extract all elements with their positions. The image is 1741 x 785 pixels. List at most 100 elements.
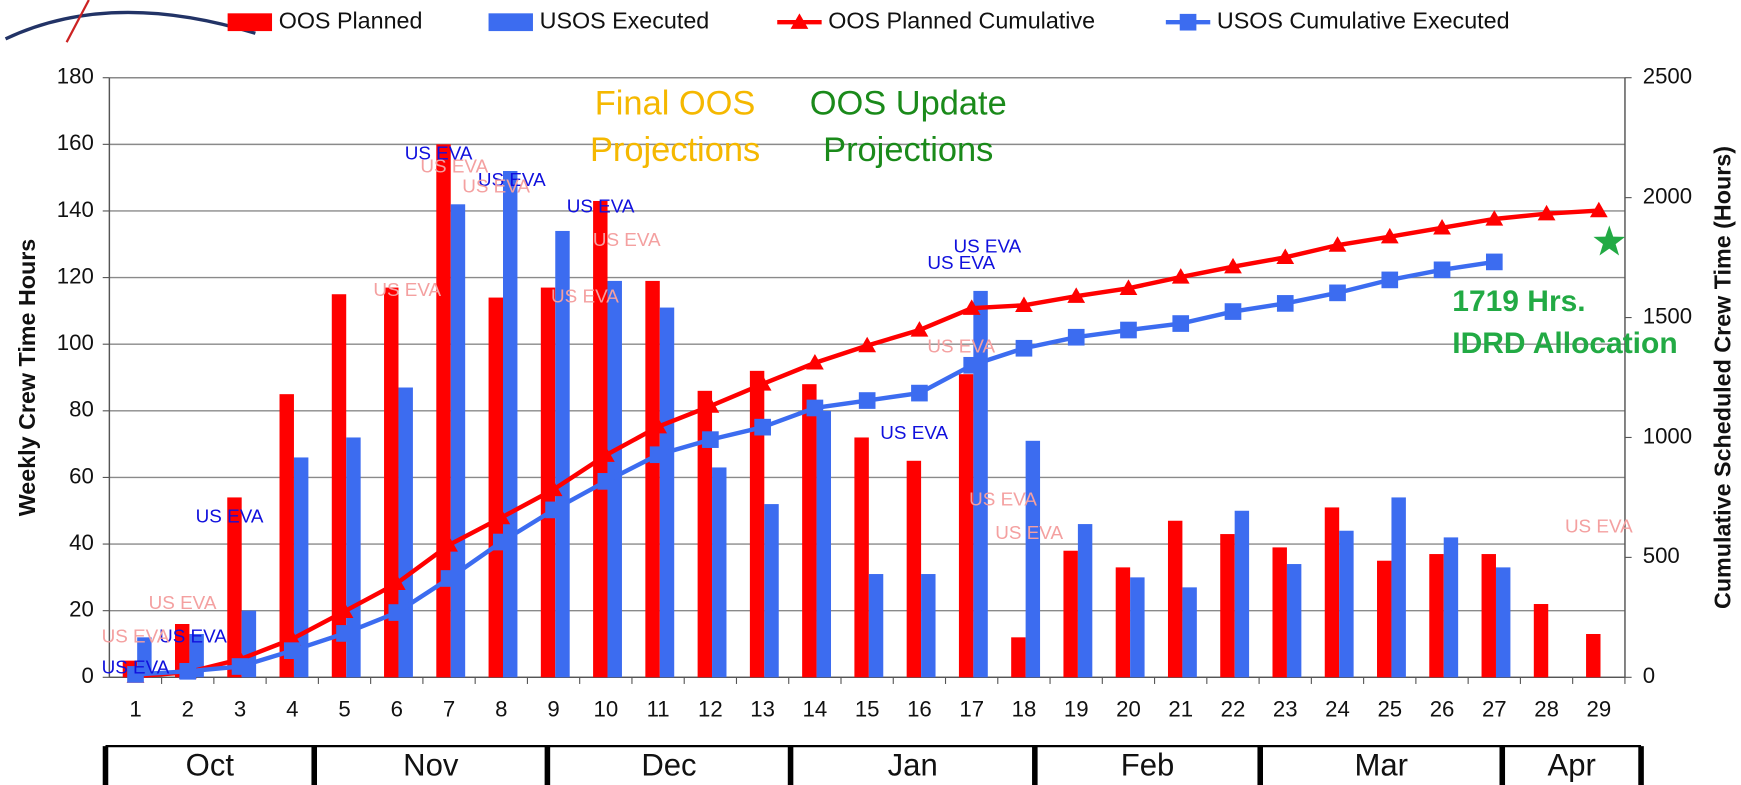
marker: [1224, 257, 1242, 274]
marker: [649, 446, 667, 464]
eva-label: US EVA: [953, 236, 1021, 257]
eva-label: US EVA: [567, 196, 635, 217]
bar: [488, 297, 504, 678]
bar: [958, 374, 974, 678]
marker: [440, 536, 458, 552]
marker: [440, 570, 458, 587]
bar: [450, 204, 466, 678]
marker: [1120, 321, 1137, 339]
eva-label: US EVA: [373, 279, 441, 300]
x-tick-label: 14: [803, 696, 828, 721]
x-tick-label: 2: [182, 696, 194, 721]
bar: [1130, 577, 1145, 678]
y-tick-label: 100: [57, 330, 94, 355]
bar: [436, 144, 451, 678]
bar: [802, 384, 817, 678]
bar: [1167, 520, 1183, 678]
bar: [868, 574, 884, 678]
x-tick-label: 6: [391, 696, 403, 721]
logo-stroke: [65, 0, 90, 43]
x-tick-label: 9: [547, 696, 559, 721]
x-tick-label: 25: [1377, 696, 1402, 721]
bar: [227, 497, 242, 678]
marker: [493, 533, 510, 551]
note: IDRD Allocation: [1452, 327, 1677, 360]
eva-label: US EVA: [196, 505, 264, 526]
eva-label: US EVA: [462, 176, 530, 197]
month-label: Mar: [1354, 747, 1408, 782]
x-tick-label: 5: [338, 696, 350, 721]
bar: [1272, 547, 1287, 678]
bar: [1011, 637, 1026, 678]
eva-label: US EVA: [551, 286, 619, 307]
x-tick-label: 18: [1012, 696, 1037, 721]
marker: [492, 508, 511, 525]
eva-label: US EVA: [405, 142, 473, 163]
marker: [1224, 303, 1242, 320]
marker: [963, 356, 981, 374]
bar: [593, 200, 608, 678]
month-label: Nov: [403, 747, 459, 782]
bar: [1495, 567, 1511, 678]
marker: [544, 480, 563, 497]
marker: [1119, 279, 1138, 295]
eva-label: US EVA: [880, 422, 948, 443]
y-tick-label: 160: [57, 130, 94, 155]
legend-label: USOS Executed: [540, 7, 710, 33]
marker: [858, 336, 877, 353]
star-marker: [1593, 225, 1626, 256]
bar: [1339, 530, 1354, 678]
y2-tick-label: 0: [1643, 663, 1655, 688]
bar: [1077, 524, 1093, 678]
bar: [1377, 560, 1392, 678]
x-tick-label: 10: [594, 696, 619, 721]
note: OOS Update: [810, 85, 1007, 123]
month-label: Dec: [641, 747, 696, 782]
month-label: Oct: [186, 747, 235, 782]
x-tick-label: 12: [698, 696, 723, 721]
eva-label: US EVA: [995, 522, 1063, 543]
marker: [1172, 315, 1190, 332]
marker: [1589, 201, 1608, 218]
note: Projections: [590, 131, 760, 169]
y-tick-label: 120: [57, 263, 94, 288]
marker: [702, 431, 719, 448]
marker: [283, 630, 302, 646]
bar: [398, 387, 413, 678]
y2-tick-label: 1000: [1643, 423, 1692, 448]
y-tick-label: 60: [69, 463, 94, 488]
marker: [911, 384, 928, 402]
bar: [659, 307, 675, 678]
eva-label: US EVA: [969, 489, 1037, 510]
marker: [1328, 236, 1347, 252]
y2-tick-label: 2500: [1643, 64, 1692, 89]
bar: [503, 170, 518, 678]
marker: [1015, 296, 1033, 312]
marker: [1381, 271, 1399, 289]
marker: [1329, 284, 1346, 302]
marker: [336, 625, 353, 642]
eva-label: US EVA: [1565, 515, 1633, 536]
marker: [283, 642, 301, 660]
bar: [1586, 633, 1601, 678]
legend-marker: [790, 13, 809, 29]
bar: [555, 230, 570, 678]
month-label: Jan: [888, 747, 938, 782]
legend-swatch: [488, 13, 533, 32]
eva-label: US EVA: [420, 156, 488, 177]
x-tick-label: 29: [1586, 696, 1611, 721]
eva-label: US EVA: [927, 336, 995, 357]
marker: [127, 666, 144, 683]
legend-label: USOS Cumulative Executed: [1217, 7, 1510, 33]
x-tick-label: 22: [1221, 696, 1246, 721]
bar: [973, 290, 988, 678]
x-tick-label: 7: [443, 696, 455, 721]
x-tick-label: 26: [1430, 696, 1455, 721]
bar: [1286, 564, 1302, 678]
marker: [1171, 268, 1190, 284]
month-label: Apr: [1547, 747, 1595, 782]
marker: [1015, 339, 1033, 357]
marker: [596, 446, 615, 462]
eva-label: US EVA: [478, 169, 546, 190]
